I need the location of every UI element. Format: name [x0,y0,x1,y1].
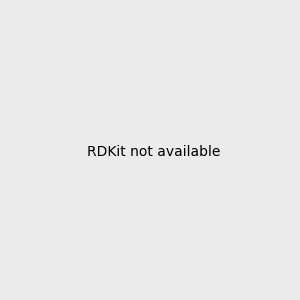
Text: RDKit not available: RDKit not available [87,145,220,158]
